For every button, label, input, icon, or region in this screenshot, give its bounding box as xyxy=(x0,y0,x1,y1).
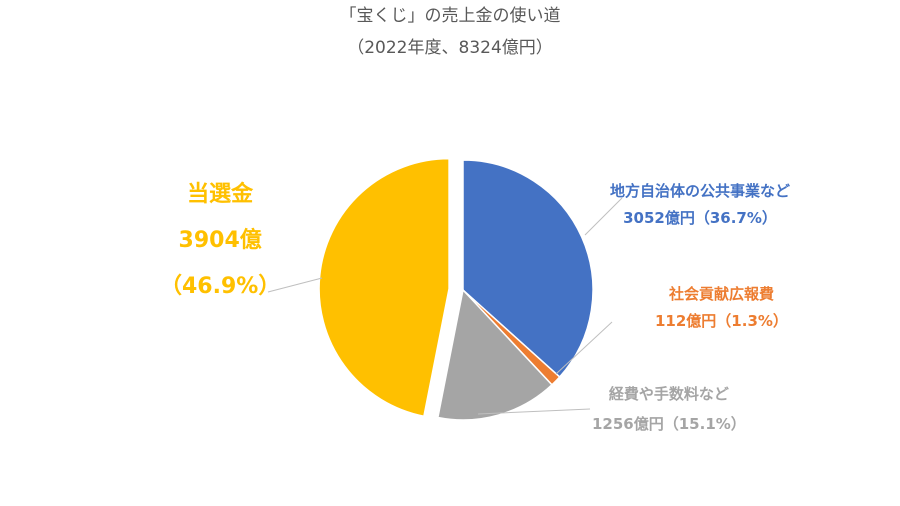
leader-line xyxy=(555,321,613,375)
label-value: 112億円（1.3%） xyxy=(655,312,788,330)
leader-line xyxy=(584,197,623,236)
slice-public-works xyxy=(462,159,594,379)
label-name: 当選金 xyxy=(187,182,254,207)
label-percent: （46.9%） xyxy=(160,274,281,299)
label-public-works: 地方自治体の公共事業など 3052億円（36.7%） xyxy=(610,178,790,232)
label-name: 経費や手数料など xyxy=(608,385,729,403)
slice-prizes xyxy=(318,157,450,418)
label-value: 3904億 xyxy=(178,228,262,253)
label-expenses: 経費や手数料など 1256億円（15.1%） xyxy=(592,379,746,439)
slice-expenses xyxy=(436,288,553,421)
chart-title: 「宝くじ」の売上金の使い道 （2022年度、8324億円） xyxy=(0,0,900,64)
title: 「宝くじ」の売上金の使い道 xyxy=(339,6,561,26)
label-name: 社会貢献広報費 xyxy=(668,285,774,303)
leader-line xyxy=(267,277,323,293)
label-prizes: 当選金 3904億 （46.9%） xyxy=(160,172,280,310)
leader-line xyxy=(477,408,591,415)
label-value: 3052億円（36.7%） xyxy=(623,209,777,227)
label-social-pr: 社会貢献広報費 112億円（1.3%） xyxy=(655,281,788,335)
subtitle: （2022年度、8324億円） xyxy=(347,38,553,58)
label-name: 地方自治体の公共事業など xyxy=(610,182,791,200)
label-value: 1256億円（15.1%） xyxy=(592,415,746,433)
